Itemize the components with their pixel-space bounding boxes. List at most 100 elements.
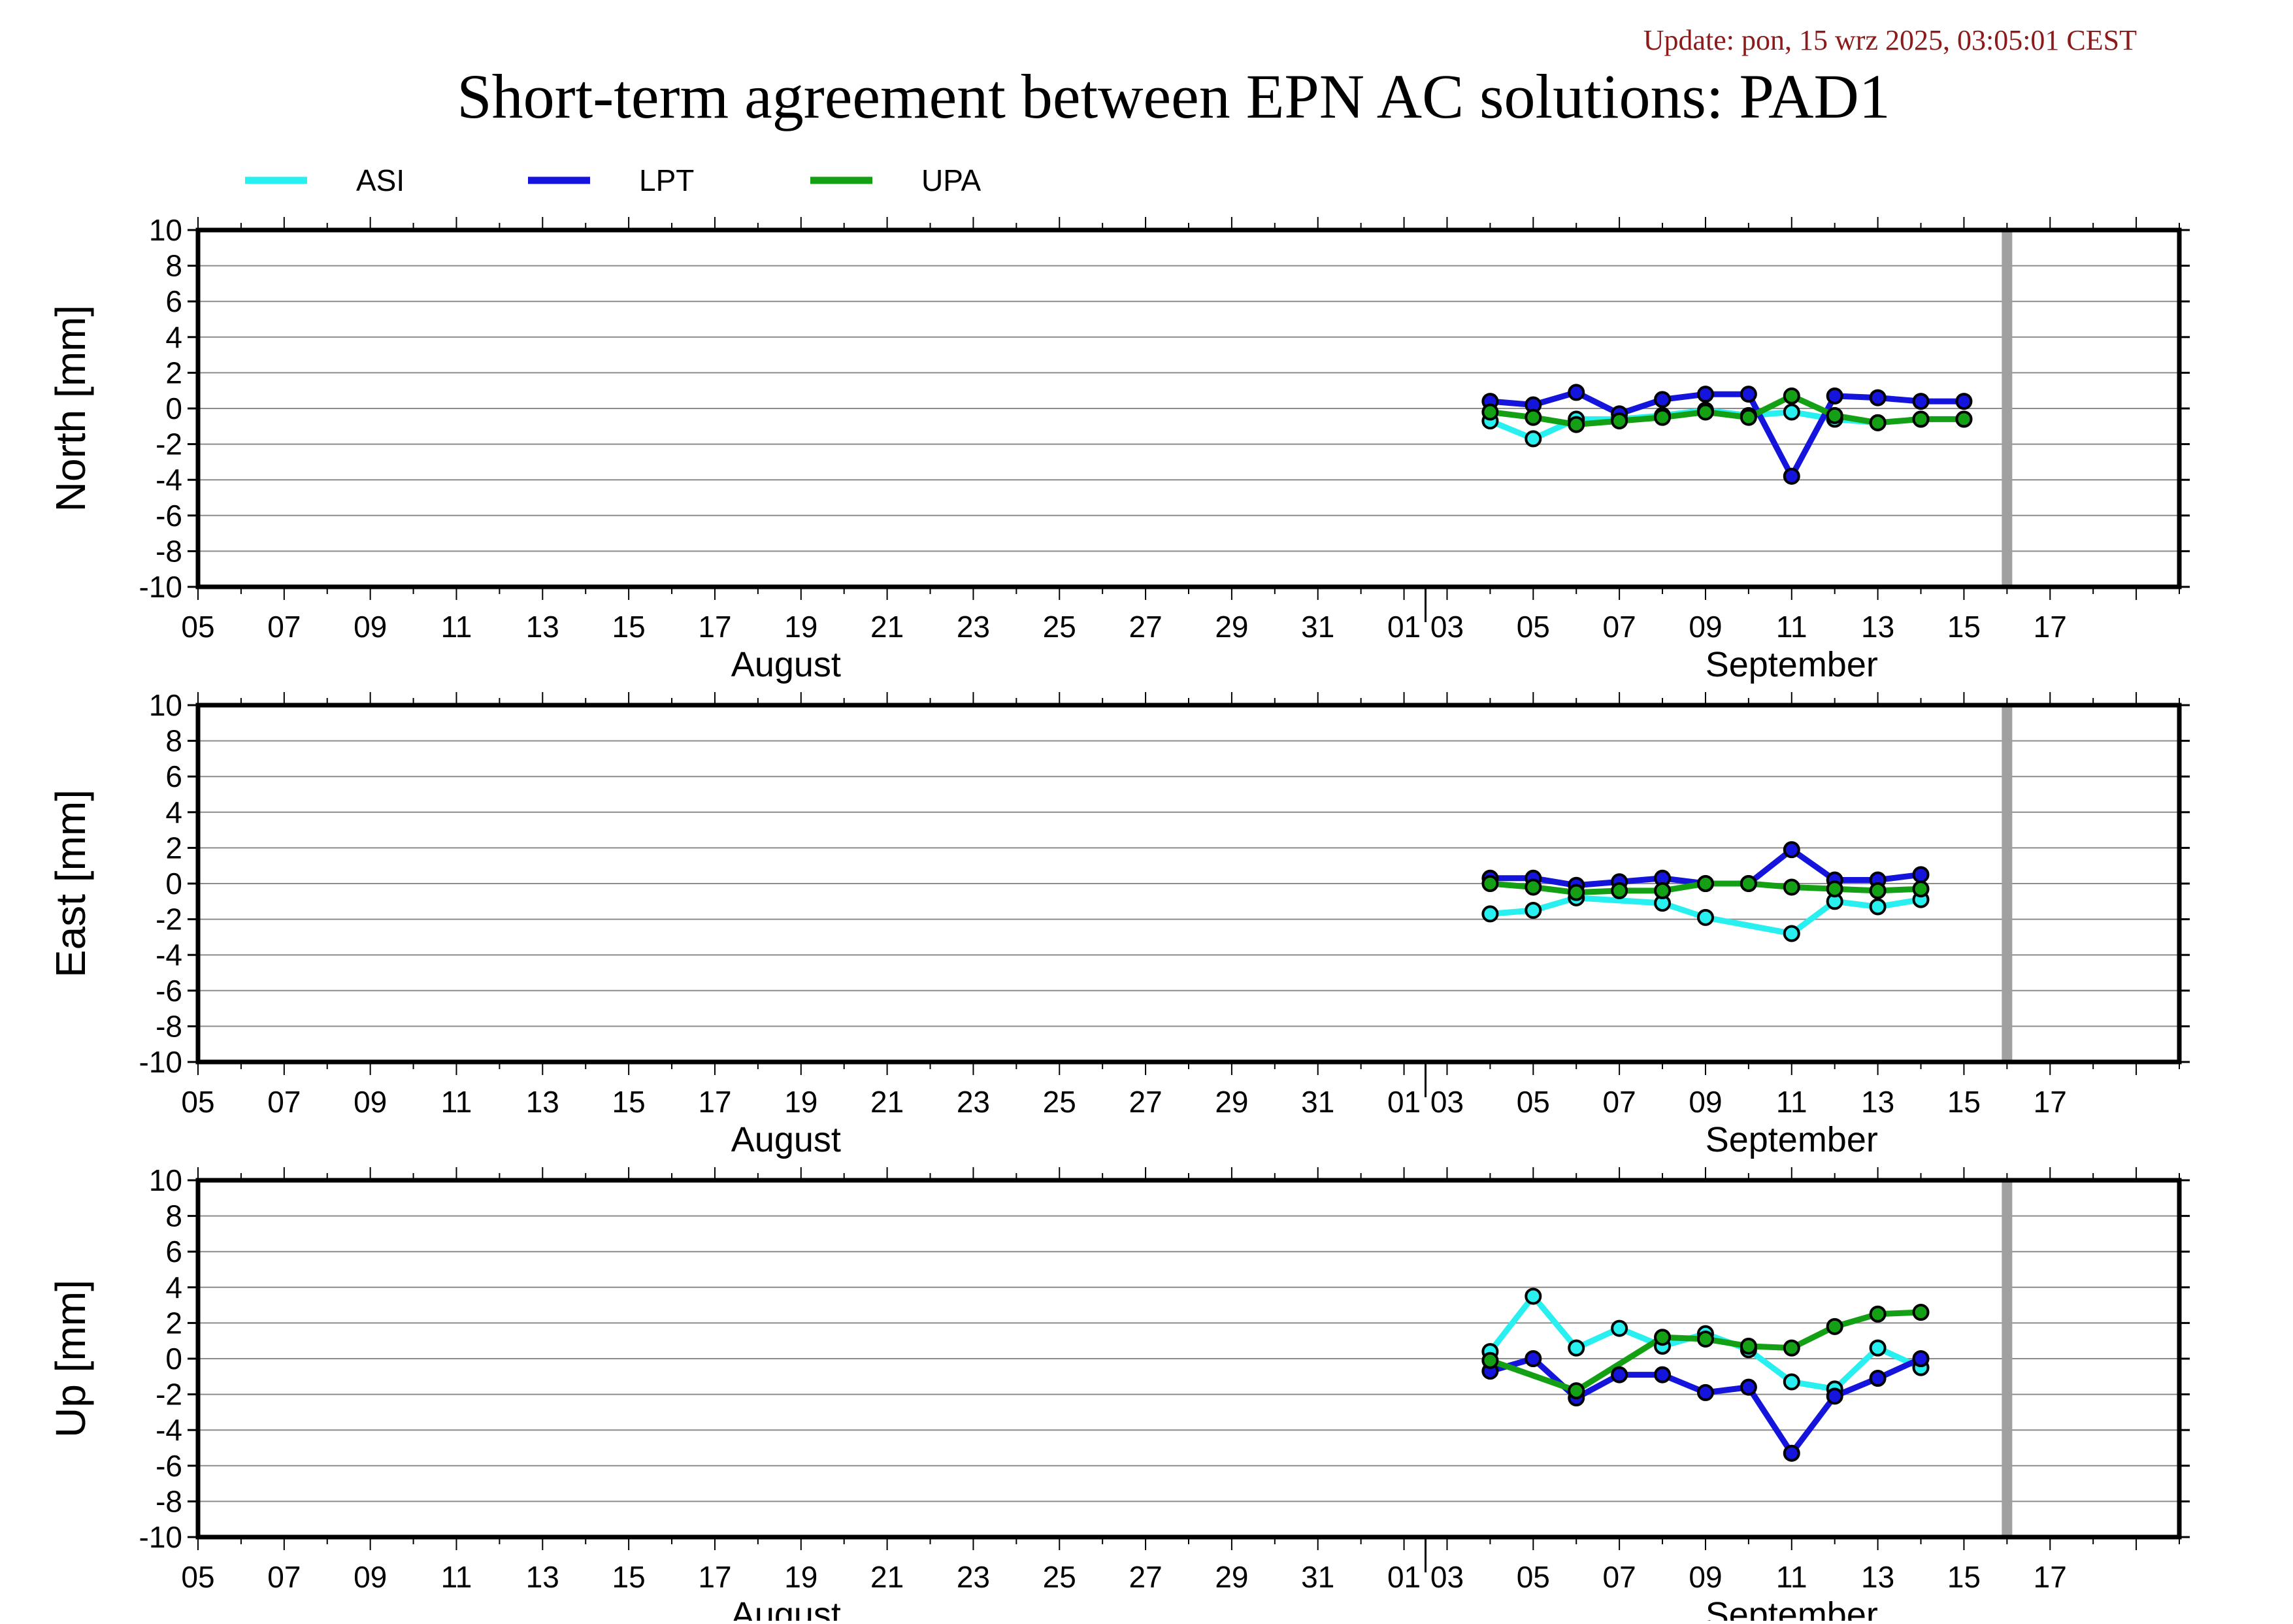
x-tick-label: 13 bbox=[1861, 1560, 1894, 1594]
data-point-upa bbox=[1740, 408, 1757, 426]
data-point-asi bbox=[1525, 430, 1542, 448]
y-tick-label: -8 bbox=[156, 534, 182, 568]
x-tick-label: 25 bbox=[1043, 610, 1076, 644]
y-tick-label: 4 bbox=[165, 320, 182, 354]
x-tick-label: 15 bbox=[1947, 610, 1981, 644]
y-tick-label: 8 bbox=[165, 1199, 182, 1233]
x-tick-label: 15 bbox=[1947, 1085, 1981, 1119]
x-tick-label: 31 bbox=[1301, 1560, 1334, 1594]
y-axis-label: Up [mm] bbox=[47, 1280, 94, 1438]
data-point-lpt bbox=[1654, 391, 1672, 408]
x-tick-label: 03 bbox=[1430, 610, 1464, 644]
y-tick-label: -8 bbox=[156, 1009, 182, 1043]
y-tick-label: -10 bbox=[139, 1520, 182, 1554]
x-tick-label: 19 bbox=[784, 610, 817, 644]
y-tick-label: -4 bbox=[156, 938, 182, 972]
data-point-upa bbox=[1783, 387, 1800, 405]
data-point-upa bbox=[1696, 875, 1714, 892]
x-tick-label: 31 bbox=[1301, 610, 1334, 644]
x-tick-label: 11 bbox=[1776, 1085, 1807, 1119]
x-tick-label: 15 bbox=[1947, 1560, 1981, 1594]
month-label-august: August bbox=[731, 1120, 841, 1159]
data-point-lpt bbox=[1740, 386, 1757, 403]
y-tick-label: 8 bbox=[165, 724, 182, 758]
data-point-upa bbox=[1955, 410, 1973, 428]
legend-label-asi: ASI bbox=[356, 163, 404, 197]
data-point-asi bbox=[1869, 1339, 1887, 1357]
data-point-asi bbox=[1611, 1319, 1628, 1337]
x-tick-label: 09 bbox=[354, 1085, 387, 1119]
data-point-lpt bbox=[1654, 1366, 1672, 1384]
y-tick-label: 4 bbox=[165, 1270, 182, 1304]
data-point-lpt bbox=[1869, 389, 1887, 406]
x-tick-label: 13 bbox=[526, 1560, 559, 1594]
data-point-upa bbox=[1481, 875, 1499, 892]
x-tick-label: 21 bbox=[870, 1560, 904, 1594]
series-line-lpt bbox=[1490, 389, 1964, 480]
month-label-august: August bbox=[731, 645, 841, 684]
y-tick-label: 0 bbox=[165, 391, 182, 425]
data-point-upa bbox=[1826, 406, 1843, 424]
data-point-upa bbox=[1696, 403, 1714, 421]
month-label-september: September bbox=[1706, 1595, 1878, 1621]
x-tick-label: 31 bbox=[1301, 1085, 1334, 1119]
data-point-asi bbox=[1783, 925, 1800, 942]
data-point-upa bbox=[1696, 1330, 1714, 1348]
x-tick-label: 07 bbox=[267, 1085, 301, 1119]
data-point-upa bbox=[1481, 403, 1499, 421]
month-label-september: September bbox=[1706, 645, 1878, 684]
plot-frame bbox=[195, 1178, 2182, 1540]
x-tick-label: 05 bbox=[1517, 610, 1550, 644]
x-tick-label: 27 bbox=[1129, 610, 1163, 644]
y-tick-label: -2 bbox=[156, 1378, 182, 1412]
x-tick-label: 21 bbox=[870, 610, 904, 644]
x-tick-label: 11 bbox=[441, 1085, 472, 1119]
x-tick-label: 09 bbox=[354, 610, 387, 644]
x-tick-label: 17 bbox=[2034, 1085, 2067, 1119]
y-tick-label: -6 bbox=[156, 499, 182, 533]
data-point-upa bbox=[1826, 880, 1843, 898]
y-tick-label: -4 bbox=[156, 1413, 182, 1447]
x-tick-label: 17 bbox=[2034, 1560, 2067, 1594]
x-tick-label: 17 bbox=[698, 610, 731, 644]
data-point-lpt bbox=[1696, 386, 1714, 403]
data-point-asi bbox=[1568, 1339, 1585, 1357]
y-tick-label: -4 bbox=[156, 463, 182, 497]
y-tick-label: 2 bbox=[165, 831, 182, 865]
y-tick-label: -8 bbox=[156, 1484, 182, 1518]
data-point-lpt bbox=[1740, 1378, 1757, 1396]
legend-label-upa: UPA bbox=[921, 163, 981, 197]
y-tick-label: 8 bbox=[165, 249, 182, 283]
data-point-upa bbox=[1568, 416, 1585, 433]
data-point-upa bbox=[1611, 882, 1628, 899]
y-tick-label: -2 bbox=[156, 903, 182, 936]
data-point-upa bbox=[1912, 410, 1930, 428]
x-tick-label: 29 bbox=[1215, 1085, 1248, 1119]
data-point-lpt bbox=[1696, 1384, 1714, 1401]
x-tick-label: 19 bbox=[784, 1085, 817, 1119]
data-point-lpt bbox=[1568, 384, 1585, 401]
plot-frame bbox=[195, 227, 2182, 589]
y-tick-label: -10 bbox=[139, 1045, 182, 1079]
month-label-august: August bbox=[731, 1595, 841, 1621]
data-point-asi bbox=[1525, 1287, 1542, 1305]
data-point-lpt bbox=[1783, 841, 1800, 859]
data-point-lpt bbox=[1912, 1350, 1930, 1367]
x-tick-label: 13 bbox=[1861, 1085, 1894, 1119]
data-point-upa bbox=[1654, 408, 1672, 426]
data-point-asi bbox=[1481, 905, 1499, 923]
x-tick-label: 13 bbox=[526, 1085, 559, 1119]
y-tick-label: -2 bbox=[156, 427, 182, 461]
y-tick-label: 0 bbox=[165, 1342, 182, 1376]
data-point-asi bbox=[1696, 908, 1714, 926]
x-tick-label: 11 bbox=[1776, 1560, 1807, 1594]
data-point-lpt bbox=[1826, 387, 1843, 405]
data-point-lpt bbox=[1912, 866, 1930, 884]
y-tick-label: -6 bbox=[156, 1449, 182, 1483]
chart-title: Short-term agreement between EPN AC solu… bbox=[457, 61, 1890, 131]
data-point-lpt bbox=[1611, 1366, 1628, 1384]
y-axis-label: North [mm] bbox=[47, 305, 94, 512]
data-point-asi bbox=[1783, 403, 1800, 421]
